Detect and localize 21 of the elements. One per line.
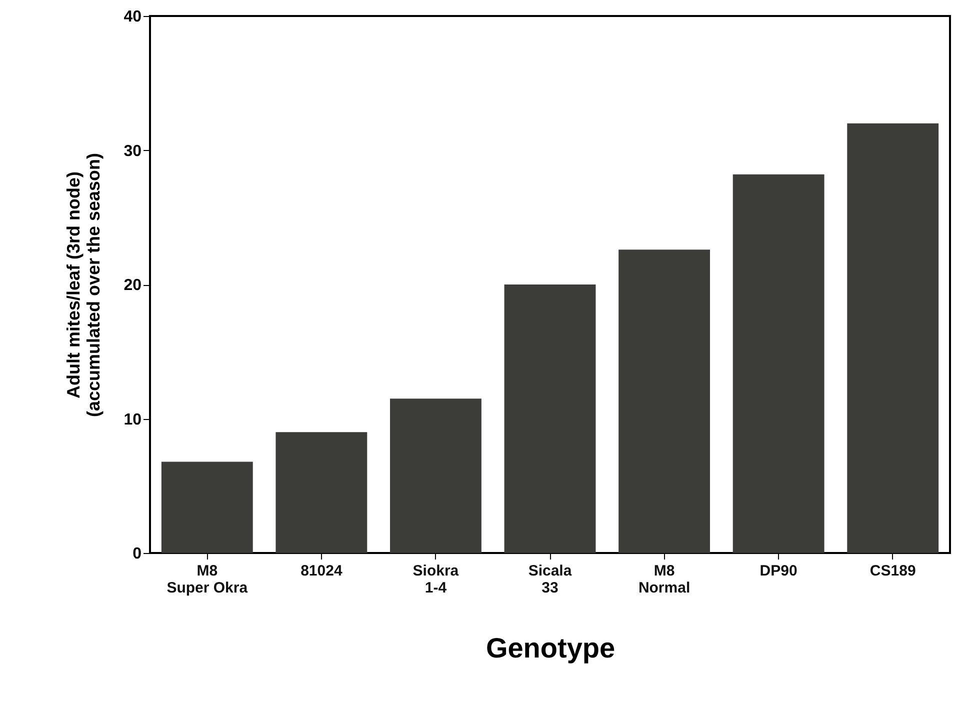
bar <box>276 432 368 553</box>
x-tick-label: CS189 <box>870 562 916 580</box>
x-tick-label: 81024 <box>300 562 343 580</box>
x-tick-label: Siokra 1-4 <box>412 562 460 596</box>
y-tick-label: 30 <box>124 142 142 160</box>
x-tick-label: M8 Super Okra <box>166 562 248 596</box>
y-tick-label: 20 <box>124 277 142 294</box>
x-tick-label: M8 Normal <box>638 562 690 596</box>
y-tick-label: 10 <box>124 411 142 428</box>
bar <box>390 398 482 553</box>
bar <box>618 250 710 553</box>
x-tick-label: DP90 <box>760 562 798 580</box>
y-tick-label: 0 <box>132 546 142 562</box>
x-tick-label: Sicala 33 <box>528 562 572 596</box>
bar <box>732 174 824 553</box>
bar <box>504 284 596 553</box>
y-axis-title: Adult mites/leaf (3rd node) (accumulated over the season) <box>64 152 104 418</box>
bar <box>847 123 939 553</box>
bar <box>161 462 253 553</box>
y-tick-label: 40 <box>124 8 142 26</box>
x-axis-title: Genotype <box>486 632 616 664</box>
